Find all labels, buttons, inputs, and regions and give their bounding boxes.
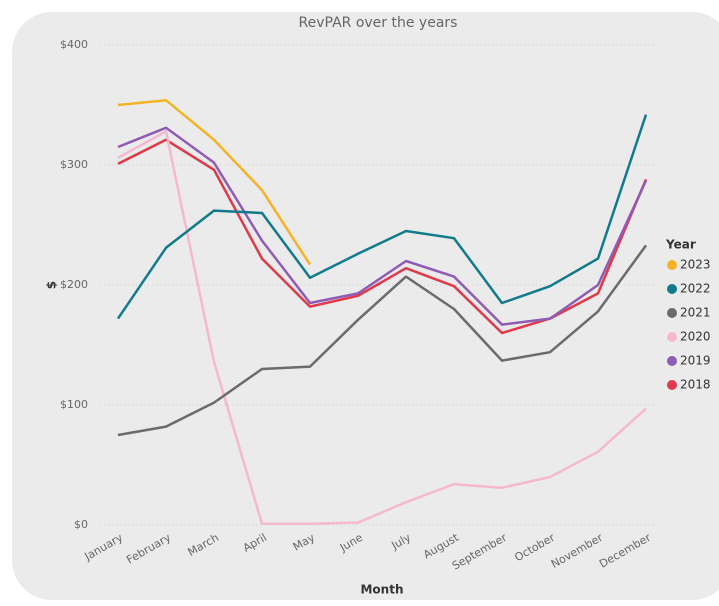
panel bbox=[12, 12, 719, 600]
legend-swatch bbox=[667, 356, 677, 366]
series-line bbox=[117, 98, 312, 266]
legend-label: 2022 bbox=[680, 282, 711, 296]
y-axis-label: $ bbox=[45, 281, 59, 289]
y-tick-label: $100 bbox=[60, 398, 88, 411]
legend-swatch bbox=[667, 380, 677, 390]
y-tick-label: $200 bbox=[60, 278, 88, 291]
legend-label: 2020 bbox=[680, 330, 711, 344]
legend-label: 2023 bbox=[680, 258, 711, 272]
legend-label: 2018 bbox=[680, 378, 711, 392]
legend-title: Year bbox=[665, 238, 696, 252]
legend-swatch bbox=[667, 308, 677, 318]
series-line bbox=[117, 130, 647, 526]
y-tick-label: $0 bbox=[74, 518, 88, 531]
legend-swatch bbox=[667, 332, 677, 342]
legend-swatch bbox=[667, 260, 677, 270]
y-tick-label: $400 bbox=[60, 38, 88, 51]
x-axis-label: Month bbox=[360, 583, 403, 597]
series-line bbox=[117, 126, 648, 326]
series-line bbox=[116, 114, 648, 320]
y-tick-label: $300 bbox=[60, 158, 88, 171]
legend-label: 2019 bbox=[680, 354, 711, 368]
chart-title: RevPAR over the years bbox=[299, 15, 458, 31]
legend-swatch bbox=[667, 284, 677, 294]
series-line bbox=[117, 244, 648, 437]
legend-label: 2021 bbox=[680, 306, 711, 320]
